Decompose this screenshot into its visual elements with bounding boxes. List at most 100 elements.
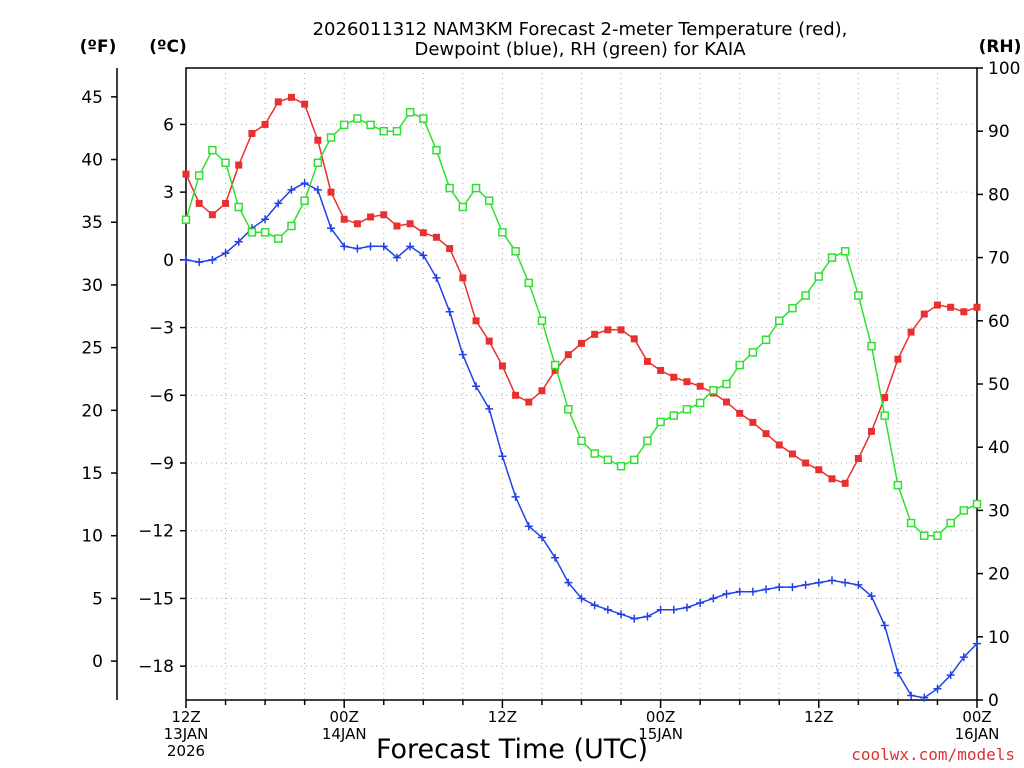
data-point bbox=[222, 199, 230, 207]
data-point bbox=[946, 671, 955, 680]
celsius-tick-label: −12 bbox=[138, 522, 174, 542]
data-point bbox=[906, 518, 916, 528]
data-point bbox=[221, 158, 230, 168]
data-point bbox=[419, 114, 428, 123]
data-point bbox=[657, 366, 665, 374]
data-point bbox=[353, 114, 362, 123]
data-point bbox=[182, 255, 190, 264]
data-point bbox=[195, 258, 204, 267]
data-point bbox=[682, 405, 692, 414]
data-point bbox=[590, 601, 599, 610]
rh-tick-label: 80 bbox=[988, 185, 1010, 205]
data-point bbox=[287, 185, 296, 194]
data-point bbox=[643, 357, 651, 365]
credit-text: coolwx.com/models bbox=[851, 745, 1015, 764]
celsius-tick-label: −15 bbox=[138, 589, 174, 609]
data-point bbox=[946, 518, 955, 528]
data-point bbox=[656, 605, 665, 614]
data-point bbox=[761, 335, 771, 345]
data-point bbox=[287, 221, 296, 231]
data-point bbox=[907, 328, 915, 336]
data-point bbox=[512, 391, 520, 399]
data-point bbox=[524, 522, 533, 531]
data-point bbox=[221, 249, 230, 258]
data-point bbox=[616, 461, 626, 471]
x-tick-label: 00Z bbox=[962, 708, 991, 726]
data-point bbox=[392, 253, 401, 262]
data-point bbox=[432, 145, 441, 155]
data-point bbox=[775, 583, 784, 592]
celsius-unit-label: (ºC) bbox=[149, 37, 187, 57]
celsius-tick-label: 0 bbox=[163, 251, 174, 271]
data-point bbox=[696, 382, 704, 390]
data-point bbox=[762, 430, 770, 438]
data-point bbox=[471, 183, 481, 193]
data-point bbox=[260, 228, 270, 237]
data-point bbox=[735, 587, 744, 596]
celsius-tick-label: −3 bbox=[149, 319, 174, 339]
rh-tick-label: 20 bbox=[988, 565, 1010, 585]
data-point bbox=[735, 360, 744, 370]
data-point bbox=[485, 404, 494, 413]
fahrenheit-tick-label: 40 bbox=[81, 151, 103, 171]
data-point bbox=[801, 291, 810, 300]
data-point bbox=[432, 273, 441, 282]
celsius-tick-label: 6 bbox=[163, 115, 174, 135]
x-tick-label: 14JAN bbox=[322, 725, 367, 743]
data-point bbox=[630, 335, 638, 343]
data-point bbox=[880, 411, 889, 420]
data-point bbox=[564, 351, 572, 359]
x-tick-label: 12Z bbox=[488, 708, 517, 726]
data-point bbox=[973, 639, 981, 648]
data-point bbox=[907, 691, 916, 700]
data-point bbox=[603, 455, 613, 465]
rh-tick-label: 100 bbox=[988, 59, 1020, 79]
data-point bbox=[340, 242, 349, 251]
data-point bbox=[498, 452, 507, 461]
data-point bbox=[656, 417, 665, 427]
data-point bbox=[564, 405, 573, 414]
data-point bbox=[775, 441, 783, 449]
data-point bbox=[274, 234, 283, 243]
data-point bbox=[405, 107, 415, 117]
data-point bbox=[736, 409, 744, 417]
data-point bbox=[643, 612, 652, 621]
data-point bbox=[235, 161, 243, 169]
data-point bbox=[564, 578, 573, 587]
data-point bbox=[300, 179, 309, 188]
data-point bbox=[814, 578, 823, 587]
data-point bbox=[194, 171, 204, 180]
rh-tick-label: 0 bbox=[988, 691, 999, 711]
data-point bbox=[353, 220, 361, 228]
data-point bbox=[498, 362, 506, 370]
data-point bbox=[459, 274, 467, 282]
data-point bbox=[723, 398, 731, 406]
data-point bbox=[841, 479, 849, 487]
data-point bbox=[208, 211, 216, 219]
data-point bbox=[881, 394, 889, 402]
data-point bbox=[788, 303, 797, 313]
data-point bbox=[511, 492, 520, 501]
rh-tick-label: 60 bbox=[988, 312, 1010, 332]
data-point bbox=[841, 578, 850, 587]
x-tick-label: 16JAN bbox=[955, 725, 1000, 743]
data-point bbox=[933, 684, 942, 693]
data-point bbox=[274, 199, 283, 208]
fahrenheit-tick-label: 0 bbox=[92, 652, 103, 672]
data-point bbox=[340, 215, 348, 223]
rh-tick-label: 50 bbox=[988, 375, 1010, 395]
data-point bbox=[709, 594, 718, 603]
series-layer bbox=[181, 93, 982, 702]
data-point bbox=[432, 233, 440, 241]
data-point bbox=[380, 211, 388, 219]
data-point bbox=[577, 594, 586, 603]
fahrenheit-tick-label: 10 bbox=[81, 527, 103, 547]
data-point bbox=[854, 291, 863, 300]
data-point bbox=[604, 326, 612, 334]
data-point bbox=[511, 247, 520, 256]
data-point bbox=[419, 229, 427, 237]
data-point bbox=[827, 576, 836, 585]
fahrenheit-tick-label: 30 bbox=[81, 276, 103, 296]
data-point bbox=[274, 98, 282, 106]
data-point bbox=[814, 272, 824, 281]
